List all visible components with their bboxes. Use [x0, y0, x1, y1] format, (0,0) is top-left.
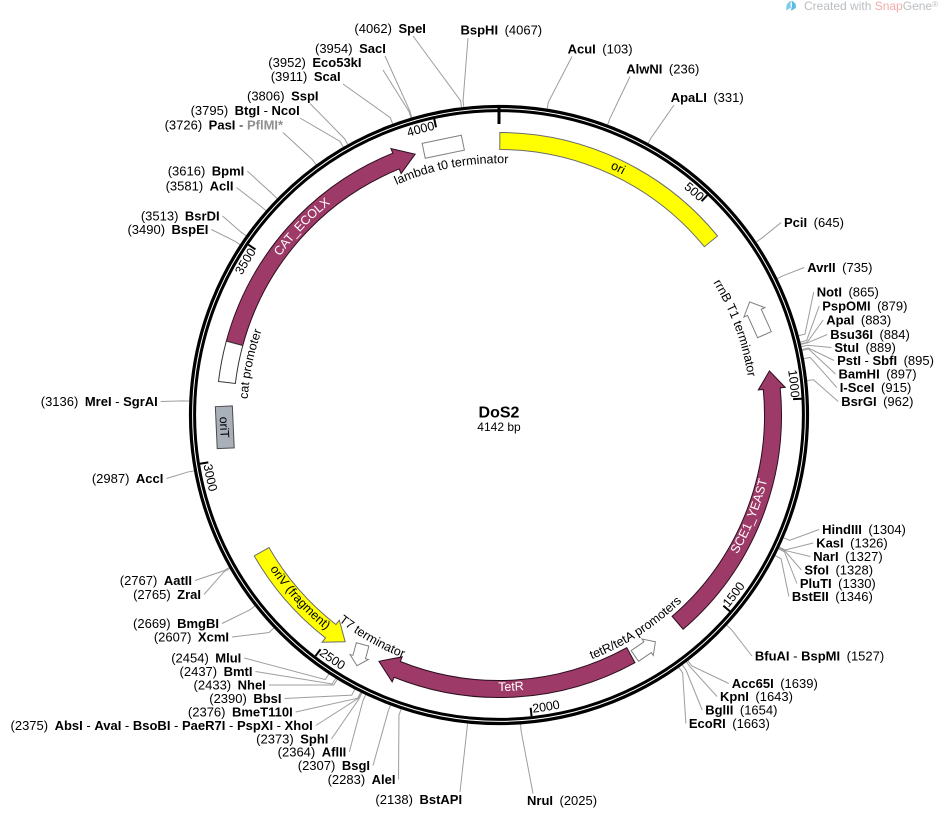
svg-text:(3954) SacI: (3954) SacI [315, 41, 386, 56]
svg-text:(2669) BmgBI: (2669) BmgBI [133, 616, 219, 631]
svg-text:(2767) AatII: (2767) AatII [120, 573, 192, 588]
svg-text:(2364) AflII: (2364) AflII [278, 745, 347, 760]
svg-text:(2433) NheI: (2433) NheI [194, 678, 266, 693]
svg-text:BspHI (4067): BspHI (4067) [461, 23, 543, 38]
svg-text:(2376) BmeT110I: (2376) BmeT110I [188, 705, 293, 720]
svg-text:TetR: TetR [498, 679, 524, 694]
svg-text:(3616) BpmI: (3616) BpmI [168, 164, 245, 179]
svg-text:(2307) BsgI: (2307) BsgI [298, 758, 370, 773]
svg-text:NruI (2025): NruI (2025) [527, 793, 597, 808]
svg-text:(2138) BstAPI: (2138) BstAPI [375, 792, 462, 807]
svg-text:(3911) ScaI: (3911) ScaI [271, 69, 341, 84]
svg-text:(3806) SspI: (3806) SspI [247, 89, 319, 104]
svg-text:(3952) Eco53kI: (3952) Eco53kI [268, 55, 361, 70]
svg-text:(2390) BbsI: (2390) BbsI [209, 691, 281, 706]
svg-text:(2454) MluI: (2454) MluI [171, 651, 241, 666]
svg-text:(3490) BspEI: (3490) BspEI [127, 222, 208, 237]
svg-text:ApaI (883): ApaI (883) [826, 313, 891, 328]
svg-text:(3795) BtgI - NcoI: (3795) BtgI - NcoI [191, 103, 300, 118]
svg-text:AlwNI (236): AlwNI (236) [626, 62, 699, 77]
svg-text:EcoRI (1663): EcoRI (1663) [689, 716, 770, 731]
svg-text:BfuAI - BspMI (1527): BfuAI - BspMI (1527) [755, 649, 884, 664]
svg-text:4142 bp: 4142 bp [477, 420, 521, 434]
svg-text:(3726) PasI - PflMI*: (3726) PasI - PflMI* [165, 118, 284, 133]
svg-text:Created with SnapGene®: Created with SnapGene® [804, 0, 938, 13]
svg-text:I-SceI (915): I-SceI (915) [840, 380, 912, 395]
svg-text:(3581) AclI: (3581) AclI [166, 179, 234, 194]
svg-text:(2607) XcmI: (2607) XcmI [154, 630, 229, 645]
svg-text:ApaLI (331): ApaLI (331) [671, 90, 744, 105]
svg-text:(4062) SpeI: (4062) SpeI [354, 21, 426, 36]
svg-text:oriT: oriT [217, 417, 232, 439]
svg-text:(3513) BsrDI: (3513) BsrDI [141, 209, 220, 224]
svg-text:BsrGI (962): BsrGI (962) [841, 394, 913, 409]
svg-text:AvrII (735): AvrII (735) [807, 260, 872, 275]
svg-text:PspOMI (879): PspOMI (879) [822, 299, 907, 314]
svg-text:AcuI (103): AcuI (103) [568, 42, 633, 57]
svg-text:(2987) AccI: (2987) AccI [92, 471, 164, 486]
svg-text:(2765) ZraI: (2765) ZraI [133, 587, 201, 602]
svg-text:BstEII (1346): BstEII (1346) [792, 589, 873, 604]
svg-text:NotI (865): NotI (865) [817, 285, 879, 300]
svg-text:(2375) AbsI - AvaI - BsoBI - P: (2375) AbsI - AvaI - BsoBI - PaeR7I - Ps… [11, 718, 313, 733]
svg-text:(3136) MreI - SgrAI: (3136) MreI - SgrAI [41, 394, 158, 409]
svg-text:PciI (645): PciI (645) [784, 215, 844, 230]
svg-text:(2437) BmtI: (2437) BmtI [180, 664, 253, 679]
svg-text:DoS2: DoS2 [479, 405, 520, 422]
svg-text:(2373) SphI: (2373) SphI [256, 732, 328, 747]
svg-text:(2283) AleI: (2283) AleI [328, 772, 396, 787]
